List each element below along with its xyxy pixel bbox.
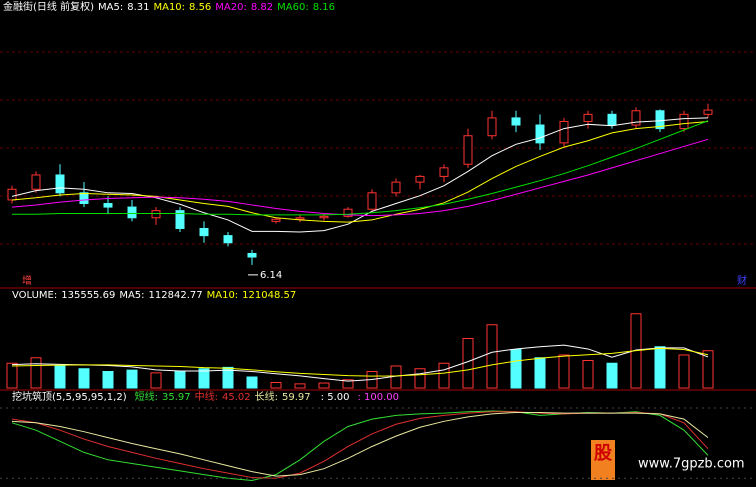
- volume-bar: [318, 382, 330, 389]
- grid: [0, 51, 756, 245]
- candle-body: [679, 113, 689, 130]
- watermark: www.7gpzb.com: [638, 457, 745, 472]
- marker: 增: [22, 274, 32, 287]
- legend-text: 8.56: [189, 2, 211, 13]
- legend-text: 短线:: [135, 390, 158, 403]
- legend-text: 121048.57: [242, 290, 296, 301]
- candle-body: [247, 252, 257, 258]
- volume-bar: [126, 369, 138, 389]
- volume-bar: [54, 365, 66, 389]
- volume-bar: [246, 376, 258, 389]
- candle-body: [199, 227, 209, 237]
- candle-body: [535, 124, 545, 144]
- legend-text: MA10:: [153, 2, 185, 13]
- refline-label: : 100.00: [357, 392, 399, 403]
- volume-bar: [438, 362, 450, 389]
- legend-text: MA5:: [98, 2, 123, 13]
- legend-text: 59.97: [282, 392, 311, 403]
- low-label: 6.14: [260, 270, 282, 281]
- candle-body: [463, 135, 473, 165]
- candle-body: [295, 217, 305, 220]
- candle-body: [103, 203, 113, 208]
- candle-body: [655, 110, 665, 130]
- legend-text: 长线:: [255, 390, 278, 403]
- line: [11, 410, 709, 482]
- line: [11, 344, 709, 382]
- candle-body: [703, 109, 713, 115]
- legend-text: MA10:: [207, 290, 239, 301]
- volume-bar: [414, 368, 426, 389]
- logo-box: [591, 440, 615, 480]
- logo: 股: [593, 443, 613, 464]
- volume-bar: [30, 357, 42, 389]
- candle-body: [55, 174, 65, 194]
- legend-text: 45.02: [222, 392, 251, 403]
- legend-text: 8.16: [313, 2, 335, 13]
- volume-bar: [678, 354, 690, 389]
- volume-bar: [534, 357, 546, 389]
- candle-body: [175, 210, 185, 229]
- legend-text: 35.97: [162, 392, 191, 403]
- candle-body: [367, 192, 377, 210]
- candle-body: [415, 175, 425, 183]
- volume-bar: [486, 324, 498, 389]
- legend-text: 8.82: [251, 2, 273, 13]
- volume-bar: [342, 379, 354, 389]
- candle-body: [127, 206, 137, 219]
- line: [11, 138, 709, 217]
- candle-body: [31, 174, 41, 190]
- candle-body: [559, 120, 569, 144]
- chart-title: 金融街(日线 前复权): [3, 0, 94, 13]
- volume-bar: [582, 360, 594, 389]
- candle-body: [319, 215, 329, 219]
- line: [11, 120, 709, 223]
- legend-text: 135555.69: [61, 290, 115, 301]
- volume-bar: [558, 354, 570, 389]
- line: [12, 120, 709, 216]
- volume-bar: [198, 368, 210, 389]
- volume-bar: [702, 350, 714, 389]
- line: [11, 347, 709, 377]
- volume-bar: [6, 362, 18, 389]
- legend-text: MA5:: [119, 290, 144, 301]
- legend-text: 中线:: [195, 390, 218, 403]
- candle-body: [487, 117, 497, 137]
- legend-text: VOLUME:: [12, 290, 57, 301]
- candle-body: [7, 188, 17, 201]
- candle-body: [631, 110, 641, 126]
- volume-bar: [222, 366, 234, 389]
- volume-bar: [150, 372, 162, 389]
- candle-body: [271, 218, 281, 222]
- legend-text: 8.31: [127, 2, 149, 13]
- legend-text: 挖坑筑顶(5,5,95,95,1,2): [12, 390, 127, 403]
- candle-body: [511, 117, 521, 126]
- candle-body: [391, 181, 401, 194]
- legend-text: MA60:: [277, 2, 309, 13]
- volume-bar: [606, 362, 618, 389]
- line: [11, 117, 709, 233]
- marker: 财: [737, 274, 747, 287]
- volume-bar: [174, 371, 186, 389]
- candle-body: [343, 208, 353, 217]
- candle-body: [79, 192, 89, 205]
- volume-bar: [294, 383, 306, 389]
- candle-body: [607, 113, 617, 126]
- candle-body: [439, 167, 449, 177]
- candle-body: [151, 210, 161, 219]
- volume-bar: [510, 349, 522, 389]
- legend-text: 112842.77: [149, 290, 203, 301]
- legend-text: MA20:: [215, 2, 247, 13]
- line: [11, 411, 709, 477]
- refline-label: : 5.00: [321, 392, 350, 403]
- candle-body: [223, 235, 233, 244]
- volume-bar: [78, 368, 90, 389]
- volume-bar: [654, 346, 666, 389]
- volume-bar: [270, 382, 282, 389]
- volume-bar: [102, 371, 114, 389]
- candle-body: [583, 113, 593, 122]
